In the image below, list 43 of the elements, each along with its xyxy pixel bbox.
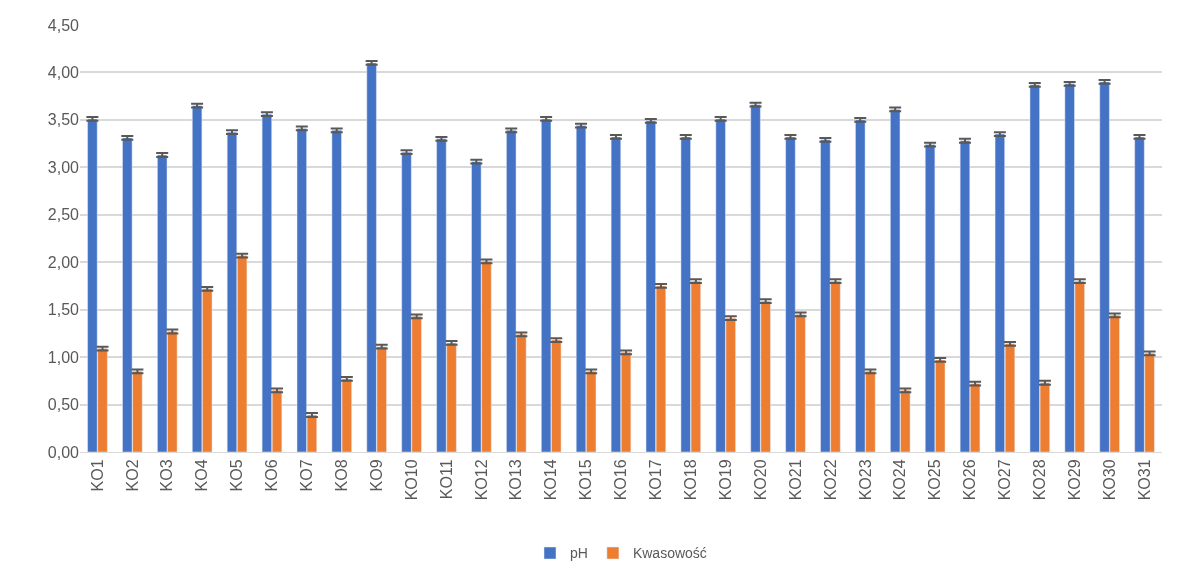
x-tick-label: KO14 — [542, 459, 560, 501]
x-tick-label: KO6 — [263, 459, 281, 492]
y-tick-label: 1,00 — [47, 348, 80, 366]
x-tick-label: KO1 — [88, 459, 106, 492]
x-tick-label: KO18 — [682, 459, 700, 501]
y-tick-label: 4,00 — [47, 64, 80, 82]
x-tick-label: KO30 — [1100, 459, 1118, 501]
x-tick-label: KO22 — [821, 459, 839, 501]
y-tick-label: 1,50 — [47, 301, 80, 319]
x-tick-label: KO3 — [158, 459, 176, 492]
x-tick-label: KO23 — [856, 459, 874, 501]
x-tick-label: KO2 — [123, 459, 141, 492]
x-tick-label: KO12 — [472, 459, 490, 501]
y-tick-label: 0,00 — [47, 443, 80, 461]
x-tick-label: KO27 — [996, 459, 1014, 501]
x-tick-label: KO17 — [647, 459, 665, 501]
x-tick-label: KO8 — [332, 459, 350, 492]
x-tick-label: KO28 — [1031, 459, 1049, 501]
x-tick-label: KO31 — [1135, 459, 1153, 501]
x-tick-label: KO26 — [961, 459, 979, 501]
x-tick-label: KO25 — [926, 459, 944, 501]
x-tick-label: KO13 — [507, 459, 525, 501]
x-tick-label: KO11 — [437, 459, 455, 500]
y-tick-label: 2,50 — [47, 206, 80, 224]
x-tick-label: KO21 — [786, 459, 804, 501]
y-tick-label: 3,50 — [47, 111, 80, 129]
x-tick-label: KO4 — [193, 459, 211, 492]
y-tick-label: 3,00 — [47, 158, 80, 176]
y-tick-label: 2,00 — [47, 253, 80, 271]
x-tick-label: KO16 — [612, 459, 630, 501]
y-tick-label: 4,50 — [47, 16, 80, 34]
x-tick-label: KO19 — [716, 459, 734, 501]
x-tick-label: KO9 — [367, 459, 385, 492]
legend-label: Kwasowość — [632, 545, 707, 562]
x-tick-label: KO5 — [228, 459, 246, 492]
legend-label: pH — [570, 545, 588, 562]
x-tick-label: KO10 — [402, 459, 420, 501]
y-tick-label: 0,50 — [47, 396, 80, 414]
x-tick-label: KO7 — [298, 459, 316, 492]
x-tick-label: KO15 — [577, 459, 595, 501]
x-tick-label: KO20 — [751, 459, 769, 501]
x-tick-label: KO29 — [1065, 459, 1083, 501]
x-tick-label: KO24 — [891, 459, 909, 501]
